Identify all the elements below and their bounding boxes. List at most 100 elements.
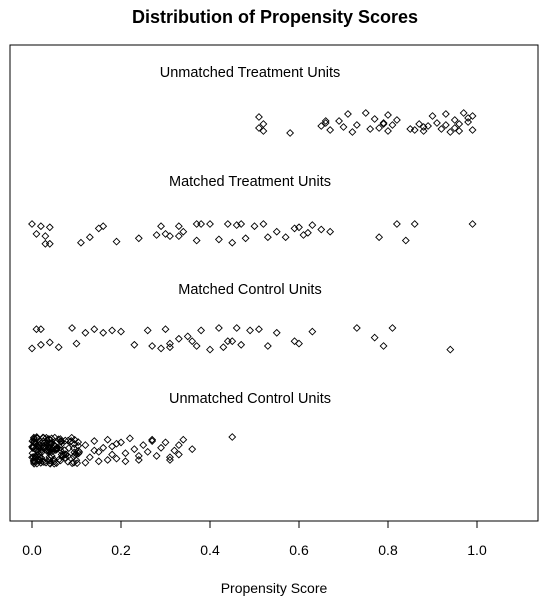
point-group-1	[468, 112, 477, 120]
point-group-2	[259, 220, 268, 228]
point-group-3	[379, 342, 388, 350]
x-tick-label: 1.0	[467, 542, 487, 558]
point-group-2	[214, 235, 223, 244]
point-group-1	[384, 111, 392, 119]
point-group-3	[130, 340, 139, 349]
point-group-3	[45, 338, 54, 347]
point-group-1	[388, 121, 397, 129]
point-group-4	[99, 443, 108, 452]
point-group-2	[303, 228, 312, 237]
point-group-4-cluster	[30, 438, 38, 447]
point-group-2	[410, 220, 419, 228]
point-group-1	[468, 126, 477, 134]
point-group-3	[228, 337, 237, 346]
point-group-1	[437, 125, 446, 133]
point-group-4-cluster	[72, 449, 80, 458]
point-group-4	[152, 451, 161, 460]
point-group-4	[103, 456, 112, 464]
point-group-2	[308, 221, 317, 230]
point-group-1	[321, 117, 330, 125]
point-group-1	[339, 123, 348, 131]
point-group-3	[232, 324, 241, 332]
point-group-2	[232, 221, 241, 230]
point-group-3	[183, 332, 192, 341]
point-group-1	[464, 118, 473, 126]
point-group-2	[392, 220, 401, 228]
point-group-4	[143, 447, 152, 456]
point-group-4	[121, 457, 130, 466]
point-group-2	[237, 220, 246, 228]
point-group-4	[81, 441, 90, 450]
point-group-1	[450, 124, 459, 132]
point-group-3	[263, 342, 272, 350]
point-group-1	[317, 122, 326, 130]
point-group-1	[379, 120, 388, 128]
point-group-1	[424, 122, 432, 130]
point-group-2	[326, 227, 335, 236]
point-group-1	[433, 119, 441, 127]
point-group-4	[130, 445, 139, 454]
point-group-1	[455, 127, 464, 135]
group-label-unmatched-treatment: Unmatched Treatment Units	[160, 65, 341, 81]
point-group-3	[72, 339, 81, 348]
point-group-4-cluster	[52, 459, 61, 467]
point-group-4	[103, 435, 112, 444]
point-group-3	[108, 326, 117, 335]
point-group-4	[112, 454, 121, 463]
point-group-4-cluster	[49, 440, 58, 449]
point-group-2	[94, 224, 103, 233]
point-group-4	[174, 450, 183, 459]
point-group-3	[188, 337, 197, 346]
point-group-3	[255, 325, 263, 334]
point-group-1	[446, 128, 455, 136]
point-group-3	[174, 334, 183, 343]
point-group-4	[148, 437, 157, 445]
point-group-4-cluster	[46, 459, 55, 468]
point-group-1	[361, 109, 370, 117]
point-group-4	[179, 435, 188, 444]
point-group-1	[344, 110, 352, 118]
point-group-4	[108, 450, 117, 459]
point-group-2	[99, 222, 108, 231]
point-group-2	[161, 229, 170, 238]
point-group-3	[81, 328, 90, 337]
point-group-1	[370, 115, 379, 123]
point-group-4-cluster	[31, 452, 40, 461]
point-group-3	[308, 327, 317, 336]
point-group-1	[384, 127, 392, 135]
point-group-4-cluster	[30, 437, 38, 446]
point-group-2	[401, 236, 410, 245]
point-group-4-cluster	[74, 438, 83, 447]
point-group-3	[192, 342, 201, 350]
point-group-3	[36, 325, 45, 334]
point-group-4-cluster	[42, 458, 50, 467]
point-group-3	[388, 324, 397, 332]
point-group-3	[214, 324, 223, 332]
point-group-3	[36, 340, 45, 349]
point-group-2	[112, 237, 121, 246]
point-group-4	[228, 433, 237, 441]
x-tick-label: 0.0	[22, 542, 42, 558]
point-group-1	[326, 126, 335, 134]
chart-title: Distribution of Propensity Scores	[132, 7, 418, 27]
point-group-2	[290, 224, 299, 233]
point-group-4-cluster	[61, 454, 70, 463]
point-group-1	[441, 121, 450, 129]
point-group-4-cluster	[74, 449, 83, 458]
point-group-3	[223, 337, 232, 346]
point-group-4	[157, 443, 165, 452]
point-group-2	[223, 220, 232, 228]
point-group-4-cluster	[40, 458, 48, 467]
point-group-4-cluster	[29, 434, 38, 443]
point-group-4-cluster	[29, 453, 38, 461]
point-group-2	[179, 227, 188, 236]
point-group-1	[392, 116, 401, 124]
point-group-1	[419, 123, 428, 131]
point-group-2	[250, 222, 259, 231]
point-group-1	[450, 116, 459, 124]
point-group-2	[299, 231, 308, 239]
group-label-matched-treatment: Matched Treatment Units	[169, 174, 331, 190]
point-group-1	[419, 127, 428, 135]
point-group-2	[272, 227, 281, 236]
point-group-4	[81, 458, 90, 467]
